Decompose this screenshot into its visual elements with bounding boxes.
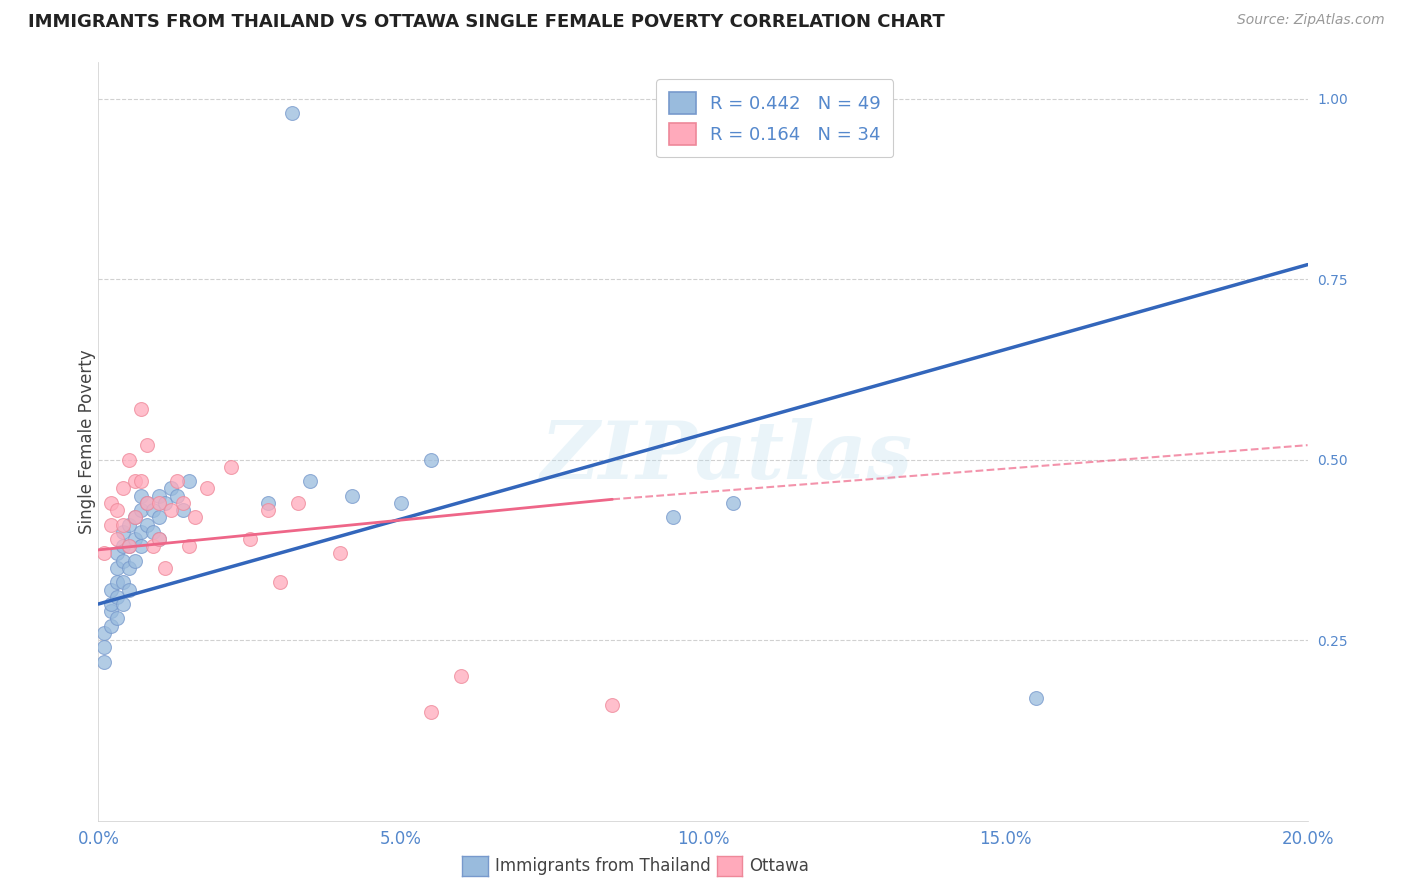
Text: Immigrants from Thailand: Immigrants from Thailand <box>495 857 710 875</box>
Point <box>111 554 134 568</box>
Point <box>179 539 201 553</box>
Point <box>105 561 128 575</box>
Point <box>93 640 115 655</box>
Point <box>105 532 128 546</box>
Point <box>100 496 122 510</box>
Y-axis label: Single Female Poverty: Single Female Poverty <box>79 350 96 533</box>
Point <box>129 524 152 539</box>
Point <box>1024 690 1046 705</box>
Point <box>124 510 146 524</box>
Point <box>287 496 309 510</box>
Point <box>142 524 165 539</box>
Point <box>148 532 170 546</box>
Text: Ottawa: Ottawa <box>749 857 810 875</box>
Point <box>100 618 122 632</box>
Point <box>256 496 278 510</box>
Point <box>172 503 194 517</box>
Text: IMMIGRANTS FROM THAILAND VS OTTAWA SINGLE FEMALE POVERTY CORRELATION CHART: IMMIGRANTS FROM THAILAND VS OTTAWA SINGL… <box>28 13 945 31</box>
Point <box>111 482 134 496</box>
Point <box>602 698 624 712</box>
Text: ZIPatlas: ZIPatlas <box>541 418 914 495</box>
Point <box>160 503 183 517</box>
Point <box>105 575 128 590</box>
Point <box>124 554 146 568</box>
Point <box>118 539 141 553</box>
Point <box>93 546 115 560</box>
Point <box>389 496 412 510</box>
Point <box>142 503 165 517</box>
Point <box>129 489 152 503</box>
Point <box>661 510 683 524</box>
Point <box>118 539 141 553</box>
Point <box>166 489 188 503</box>
Point <box>160 482 183 496</box>
Point <box>124 475 146 489</box>
Point <box>420 706 443 720</box>
Point <box>105 611 128 625</box>
Point <box>105 546 128 560</box>
Point <box>153 496 176 510</box>
Point <box>153 561 176 575</box>
Point <box>299 475 322 489</box>
Point <box>105 503 128 517</box>
Point <box>184 510 207 524</box>
Point <box>93 655 115 669</box>
Point <box>105 590 128 604</box>
Point <box>100 582 122 597</box>
Point <box>723 496 745 510</box>
Point <box>135 496 157 510</box>
Point <box>118 452 141 467</box>
Point <box>111 575 134 590</box>
Point <box>172 496 194 510</box>
Point <box>269 575 291 590</box>
Point <box>93 626 115 640</box>
Point <box>111 524 134 539</box>
Point <box>118 582 141 597</box>
Point <box>124 510 146 524</box>
Point <box>135 438 157 452</box>
Point <box>124 532 146 546</box>
Point <box>420 452 443 467</box>
Point <box>129 402 152 417</box>
Point <box>118 517 141 532</box>
Point <box>281 106 304 120</box>
Point <box>342 489 364 503</box>
Point <box>179 475 201 489</box>
Point <box>100 597 122 611</box>
Point <box>100 517 122 532</box>
Point <box>148 510 170 524</box>
Point <box>148 496 170 510</box>
Point <box>111 539 134 553</box>
Point <box>166 475 188 489</box>
Point <box>100 604 122 618</box>
Point <box>195 482 218 496</box>
Point <box>118 561 141 575</box>
Point <box>142 539 165 553</box>
Point <box>148 489 170 503</box>
Point <box>129 503 152 517</box>
Point <box>135 517 157 532</box>
Point <box>111 517 134 532</box>
Point <box>111 597 134 611</box>
Legend: R = 0.442   N = 49, R = 0.164   N = 34: R = 0.442 N = 49, R = 0.164 N = 34 <box>657 79 893 157</box>
Point <box>129 539 152 553</box>
Point <box>239 532 262 546</box>
Point <box>329 546 352 560</box>
Point <box>450 669 472 683</box>
Point <box>129 475 152 489</box>
Point <box>256 503 278 517</box>
Point <box>135 496 157 510</box>
Text: Source: ZipAtlas.com: Source: ZipAtlas.com <box>1237 13 1385 28</box>
Point <box>221 459 243 474</box>
Point <box>148 532 170 546</box>
